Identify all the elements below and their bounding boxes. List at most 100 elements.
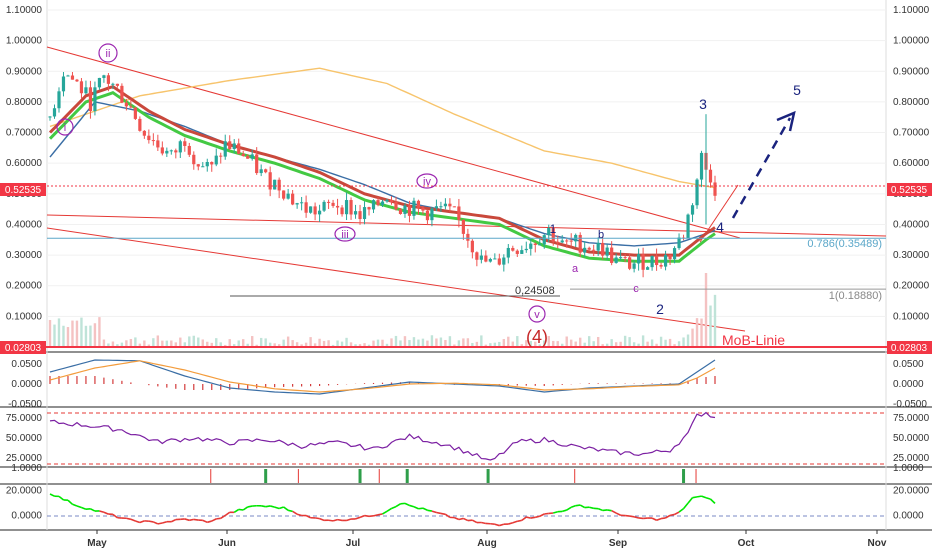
osc-segment [189, 519, 193, 520]
candle-body [493, 258, 496, 259]
candle-body [673, 248, 676, 259]
svg-text:iii: iii [341, 229, 348, 241]
wave-label-a: a [572, 263, 579, 275]
candle-body [363, 207, 366, 219]
osc-segment [535, 516, 539, 517]
candle-body [390, 200, 393, 202]
candle-body [502, 258, 505, 265]
candle-body [71, 76, 74, 80]
y-tick-left: 1.00000 [6, 36, 43, 47]
osc-segment [194, 519, 198, 520]
candle-body [565, 240, 568, 241]
candle-body [471, 241, 474, 253]
candle-body [201, 166, 204, 167]
osc-segment [697, 496, 701, 497]
candle-body [583, 248, 586, 253]
osc-segment [261, 506, 265, 507]
candle-body [556, 242, 559, 243]
svg-text:0.02803: 0.02803 [5, 343, 42, 354]
candle-body [111, 84, 114, 85]
current-price-tag-left: 0.52535 [0, 183, 46, 196]
candle-body [668, 255, 671, 259]
y-tick-left: 0.20000 [6, 281, 43, 292]
osc-segment [693, 497, 697, 498]
y-tick-left: 0.40000 [6, 219, 43, 230]
candle-body [579, 235, 582, 253]
candle-body [484, 256, 487, 262]
candle-body [592, 250, 595, 251]
volume-bar [89, 326, 91, 348]
wave-label-4: 4 [716, 219, 724, 235]
current-price-tag-right: 0.52535 [887, 183, 932, 196]
candle-body [713, 182, 716, 195]
candle-body [66, 76, 69, 77]
svg-text:0.52535: 0.52535 [5, 185, 42, 196]
candle-body [655, 256, 658, 265]
candle-body [57, 91, 60, 108]
candle-body [543, 235, 546, 244]
wave-label-3: 3 [699, 96, 707, 112]
macd-y-tick-left: 0.0000 [11, 379, 42, 390]
y-tick-left: 0.70000 [6, 128, 43, 139]
candle-body [511, 248, 514, 251]
candle-body [242, 154, 245, 156]
candle-body [417, 201, 420, 208]
svg-text:iv: iv [423, 176, 431, 188]
x-tick-label: May [87, 538, 107, 549]
candle-body [143, 131, 146, 136]
candle-body [246, 156, 249, 159]
osc-segment [338, 520, 342, 521]
y-tick-right: 0.40000 [893, 219, 930, 230]
candle-body [309, 206, 312, 212]
mob-label: MoB-Linie [722, 332, 785, 348]
candle-body [287, 194, 290, 199]
candle-body [354, 211, 357, 214]
candle-body [237, 143, 240, 153]
candle-body [206, 162, 209, 166]
osc-segment [378, 514, 382, 515]
volume-bar [85, 326, 87, 348]
candle-body [358, 211, 361, 219]
y-tick-left: 1.10000 [6, 5, 43, 16]
wave-label-5: 5 [793, 82, 801, 98]
signal-bar [298, 469, 299, 483]
wave-label-big-4: (4) [526, 327, 548, 347]
volume-bar [714, 295, 716, 348]
candle-body [367, 207, 370, 209]
candle-body [192, 155, 195, 164]
candle-body [615, 257, 618, 262]
osc-segment [441, 513, 445, 514]
candle-body [412, 201, 415, 216]
candle-body [462, 220, 465, 234]
candle-body [107, 75, 110, 84]
volume-bar [53, 325, 55, 348]
candle-body [296, 203, 299, 204]
candle-body [381, 201, 384, 205]
x-tick-label: Nov [868, 538, 887, 549]
osc-y-tick-left: 0.0000 [11, 511, 42, 522]
osc-segment [544, 513, 548, 514]
candle-body [125, 103, 128, 107]
low-price-label: 0,24508 [515, 285, 555, 297]
candle-body [403, 205, 406, 214]
osc-segment [459, 518, 463, 519]
candle-body [255, 154, 258, 173]
volume-bar [98, 317, 100, 348]
candle-body [224, 141, 227, 156]
candle-body [305, 202, 308, 212]
candle-body [408, 205, 411, 215]
candle-body [624, 257, 627, 258]
osc-segment [315, 518, 319, 519]
y-tick-right: 0.20000 [893, 281, 930, 292]
osc-segment [126, 518, 130, 519]
wave-label-c: c [633, 283, 639, 295]
signal-bar [359, 469, 362, 483]
candle-body [466, 234, 469, 241]
macd-y-tick-right: -0.0500 [893, 399, 927, 410]
candle-body [691, 205, 694, 214]
candle-body [48, 116, 51, 117]
candle-body [152, 140, 155, 141]
volume-bar [691, 329, 693, 348]
